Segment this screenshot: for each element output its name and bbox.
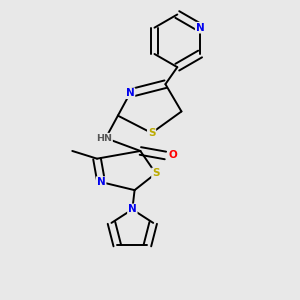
- Text: N: N: [196, 23, 205, 33]
- Text: S: S: [148, 128, 155, 138]
- Text: S: S: [152, 168, 160, 178]
- Text: N: N: [128, 204, 137, 214]
- Text: O: O: [168, 151, 177, 160]
- Text: HN: HN: [96, 134, 112, 142]
- Text: N: N: [97, 177, 106, 187]
- Text: N: N: [126, 88, 134, 98]
